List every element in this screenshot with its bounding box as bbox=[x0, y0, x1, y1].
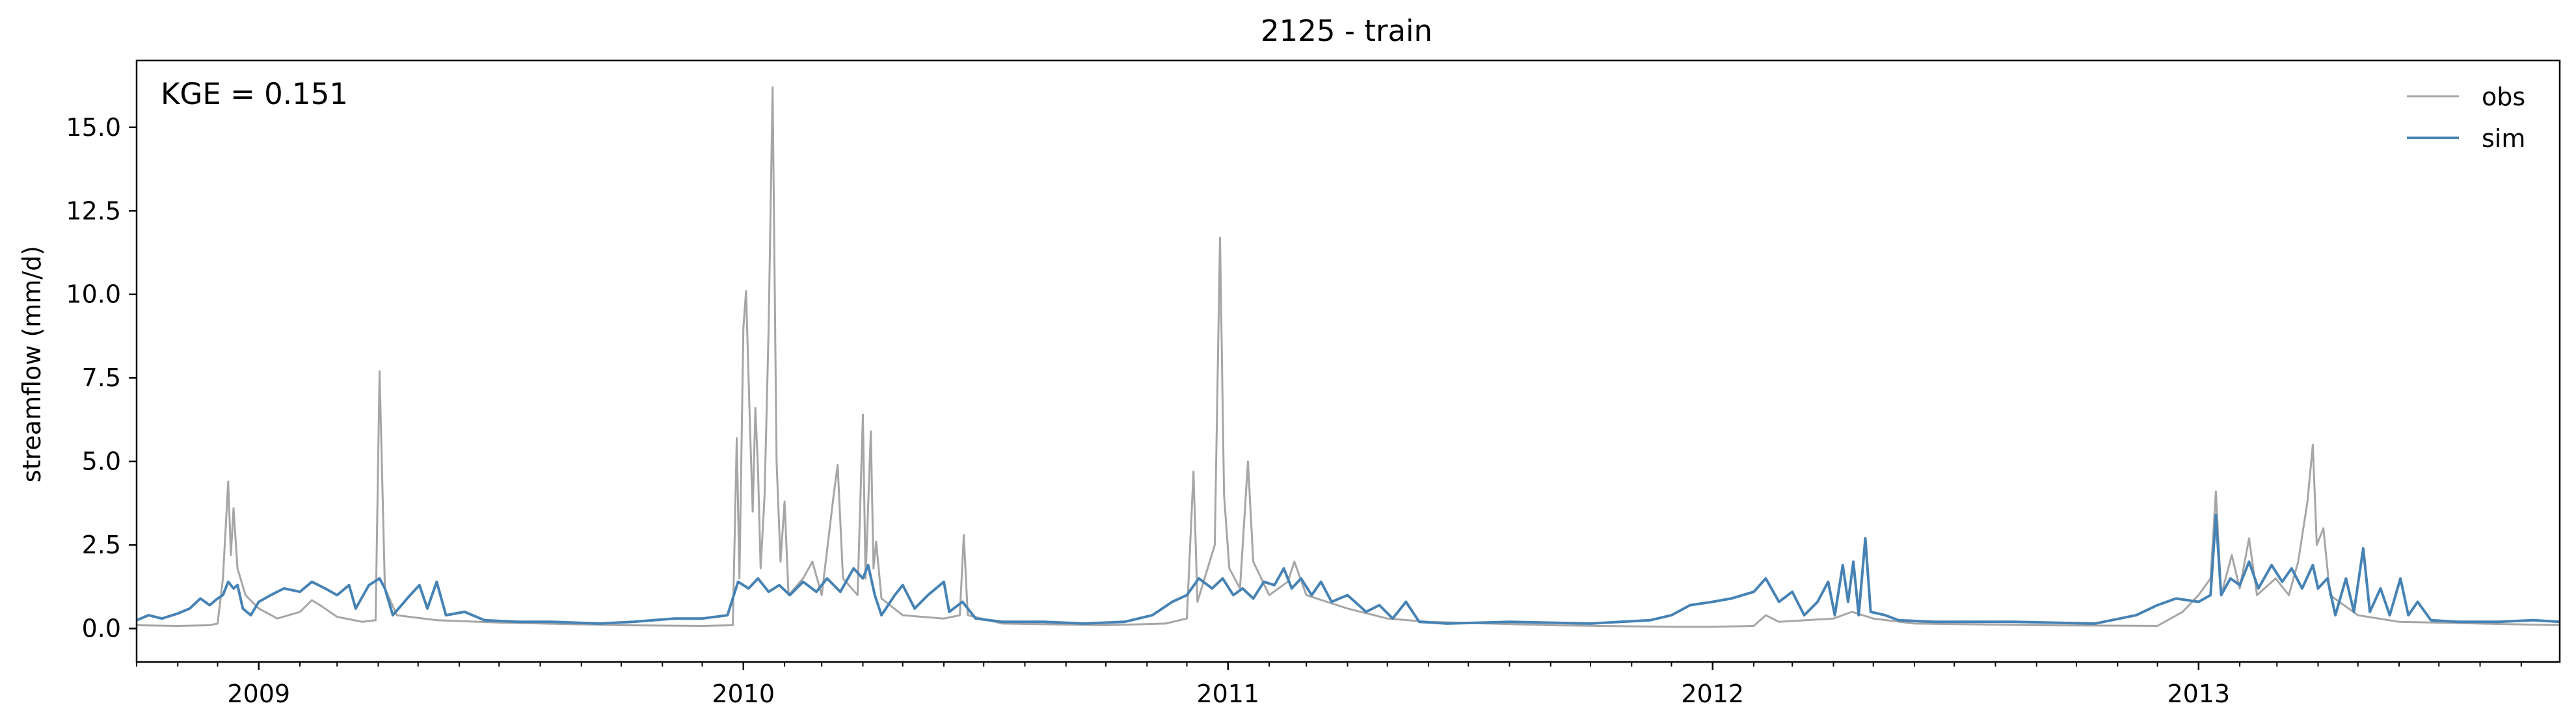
y-tick-label: 5.0 bbox=[82, 447, 121, 476]
y-axis-title: streamflow (mm/d) bbox=[18, 246, 46, 482]
x-tick-label: 2012 bbox=[1681, 680, 1744, 708]
legend-sim-label: sim bbox=[2482, 124, 2525, 153]
series-line-obs bbox=[136, 86, 2560, 628]
series-line-sim bbox=[136, 513, 2560, 625]
chart-title: 2125 - train bbox=[1261, 14, 1432, 48]
y-tick-label: 10.0 bbox=[66, 280, 121, 309]
y-tick-label: 12.5 bbox=[66, 196, 121, 225]
y-tick-label: 2.5 bbox=[82, 531, 121, 559]
legend-obs-label: obs bbox=[2482, 83, 2525, 111]
legend: obs sim bbox=[2407, 83, 2525, 153]
x-tick-label: 2010 bbox=[712, 680, 775, 708]
y-tick-label: 15.0 bbox=[66, 113, 121, 142]
y-tick-label: 0.0 bbox=[82, 615, 121, 643]
axes-frame bbox=[135, 59, 2561, 663]
x-tick-label: 2011 bbox=[1196, 680, 1259, 708]
x-tick-label: 2009 bbox=[227, 680, 290, 708]
x-tick-label: 2013 bbox=[2167, 680, 2230, 708]
y-tick-label: 7.5 bbox=[82, 364, 121, 392]
kge-annotation: KGE = 0.151 bbox=[161, 77, 348, 111]
plot-area: 0.0 2.5 5.0 7.5 10.0 12.5 15.0 2009 2010 2011 2012… bbox=[66, 86, 2560, 708]
